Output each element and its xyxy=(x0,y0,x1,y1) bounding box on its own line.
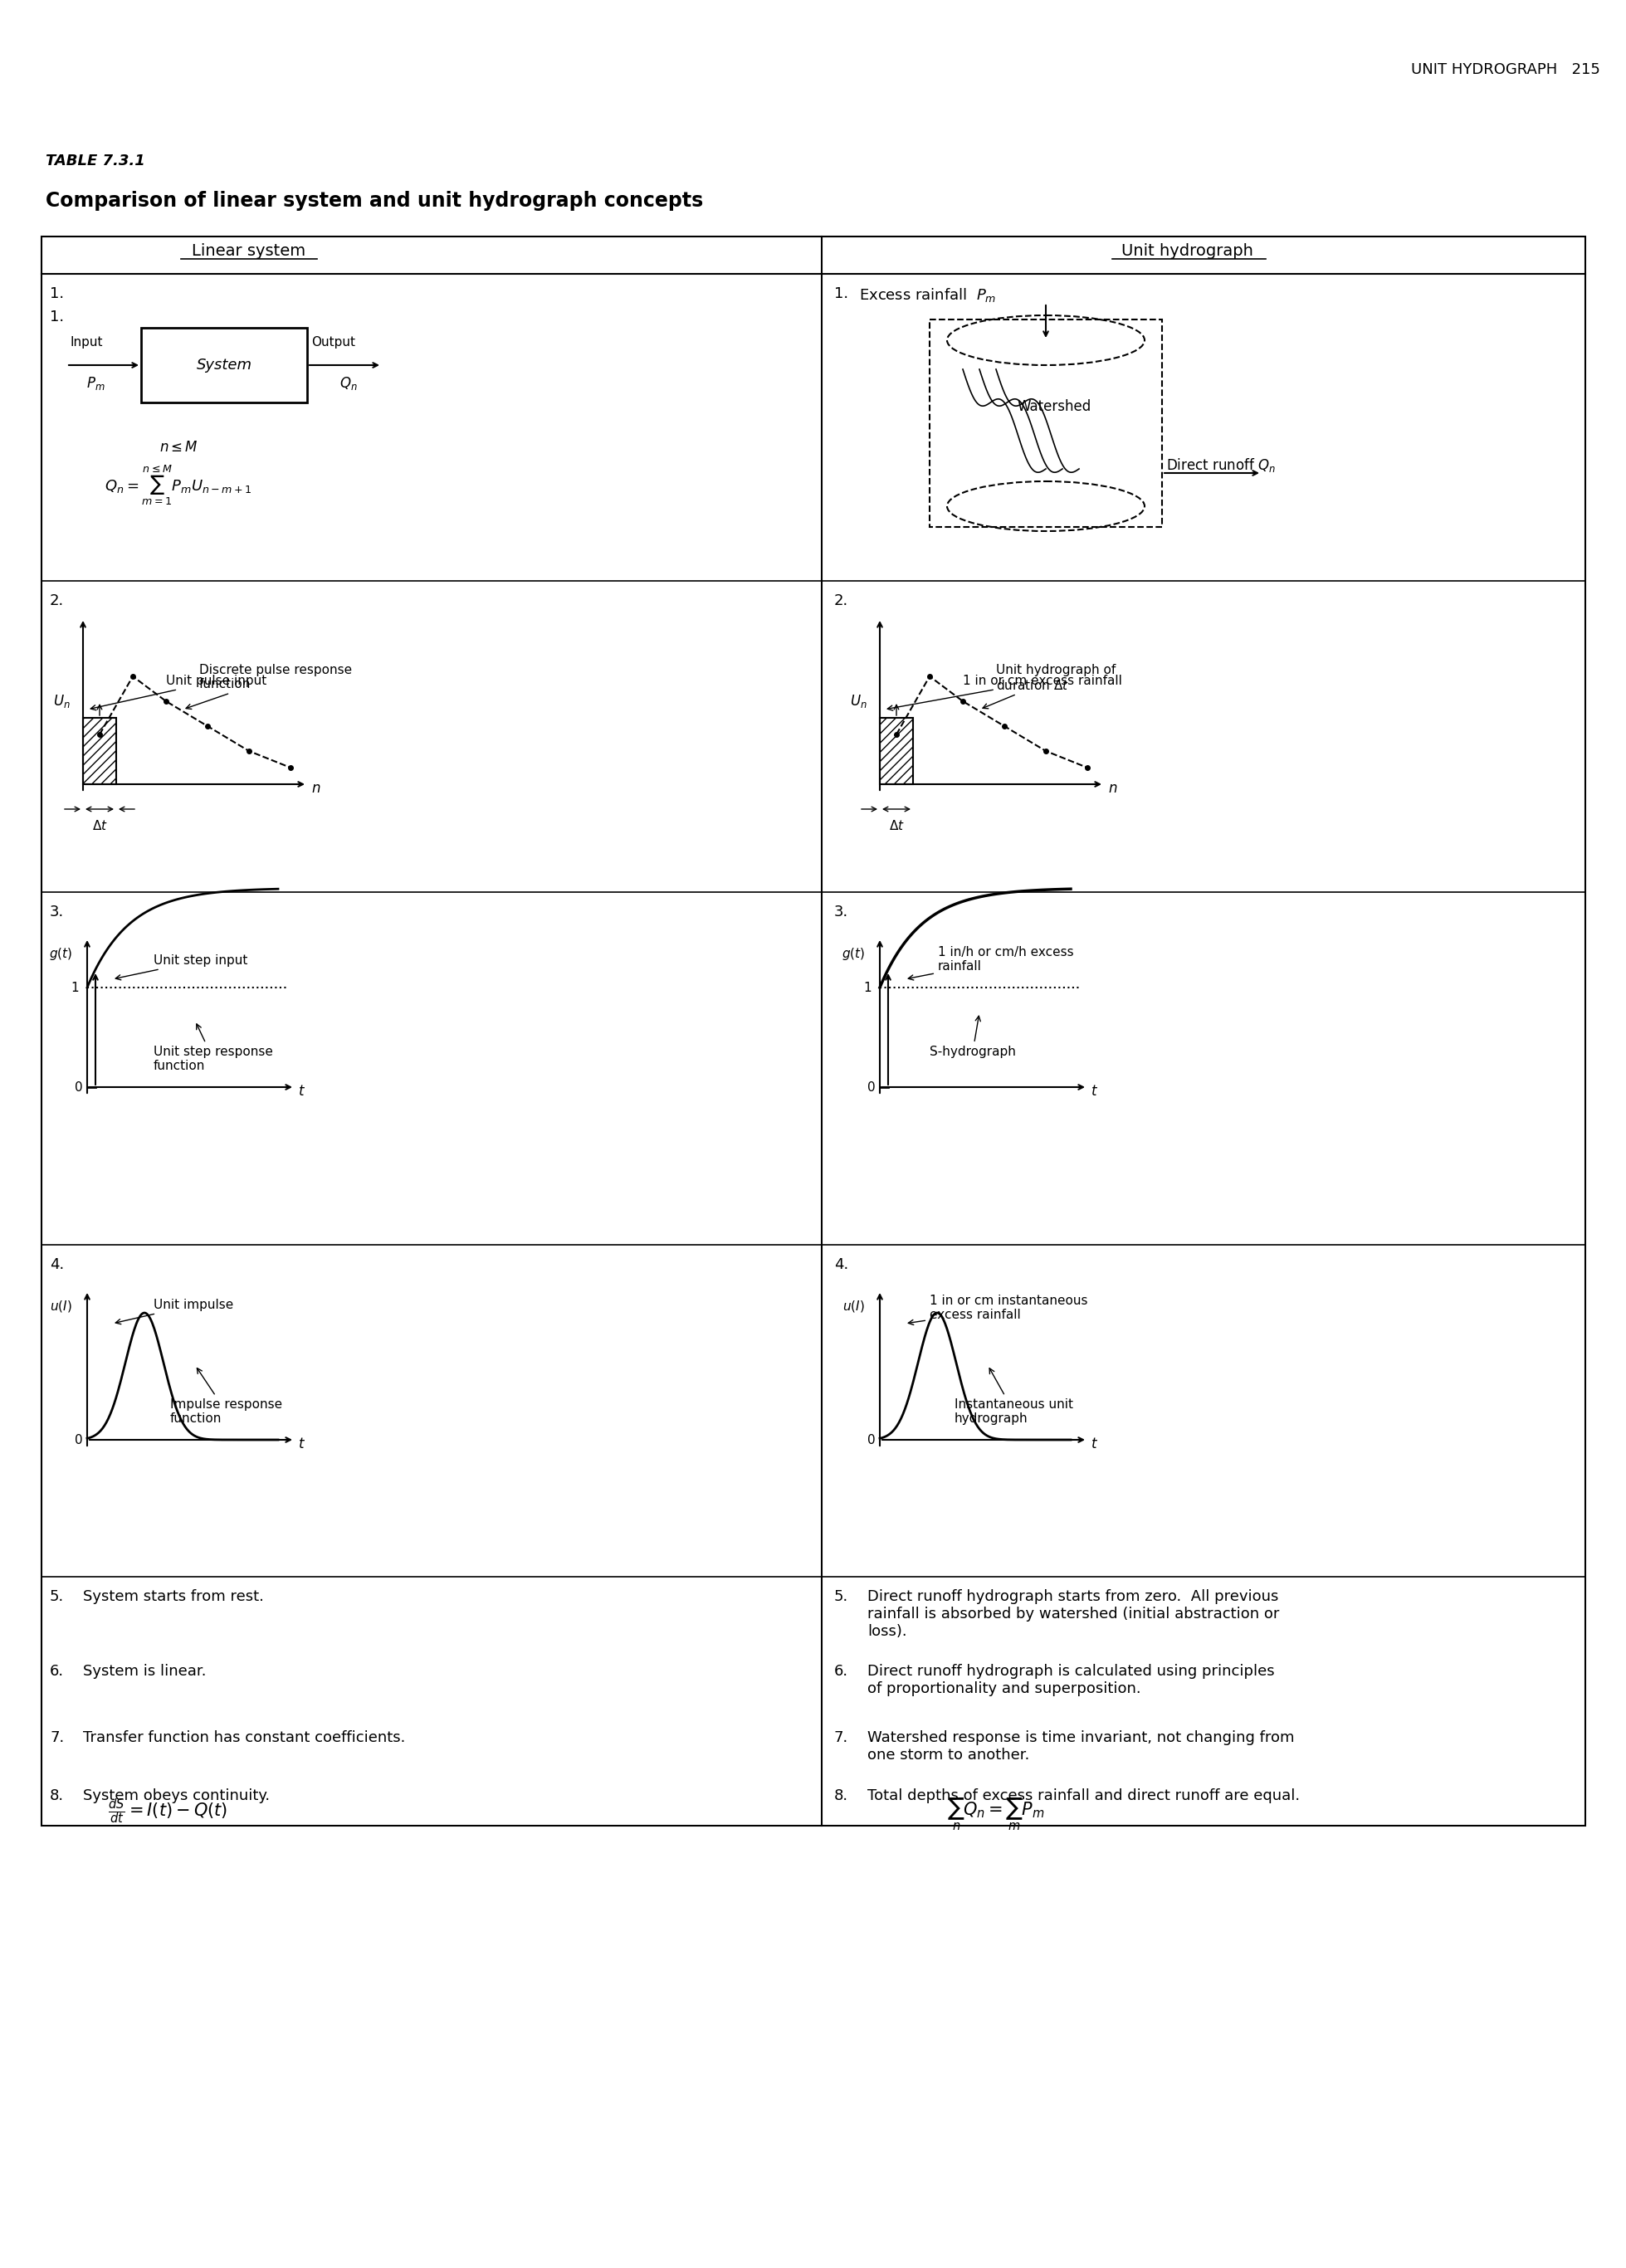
Text: 0: 0 xyxy=(75,1433,83,1447)
Text: Instantaneous unit
hydrograph: Instantaneous unit hydrograph xyxy=(954,1368,1073,1424)
Text: 0: 0 xyxy=(75,1082,83,1093)
Text: t: t xyxy=(1091,1084,1098,1098)
Text: 5.: 5. xyxy=(50,1590,63,1603)
Text: $g(t)$: $g(t)$ xyxy=(842,946,865,962)
Text: 6.: 6. xyxy=(50,1665,63,1678)
Text: Unit pulse input: Unit pulse input xyxy=(91,674,267,710)
Text: $u(I)$: $u(I)$ xyxy=(842,1300,865,1313)
Text: $U_n$: $U_n$ xyxy=(54,694,70,710)
Text: 1 in/h or cm/h excess
rainfall: 1 in/h or cm/h excess rainfall xyxy=(909,946,1073,980)
Text: Total depths of excess rainfall and direct runoff are equal.: Total depths of excess rainfall and dire… xyxy=(867,1789,1299,1803)
Bar xyxy=(83,719,115,785)
Text: 6.: 6. xyxy=(834,1665,849,1678)
Text: 0: 0 xyxy=(868,1082,876,1093)
Text: $u(I)$: $u(I)$ xyxy=(50,1300,72,1313)
Text: 0: 0 xyxy=(868,1433,876,1447)
Text: Linear system: Linear system xyxy=(192,243,306,259)
Text: $g(t)$: $g(t)$ xyxy=(49,946,72,962)
Text: System is linear.: System is linear. xyxy=(83,1665,207,1678)
Text: 8.: 8. xyxy=(834,1789,849,1803)
Text: Excess rainfall  $P_m$: Excess rainfall $P_m$ xyxy=(859,286,997,304)
Text: Watershed: Watershed xyxy=(1018,399,1091,415)
Text: 5.: 5. xyxy=(834,1590,849,1603)
Text: $n \leq M$: $n \leq M$ xyxy=(159,440,198,456)
Text: System starts from rest.: System starts from rest. xyxy=(83,1590,263,1603)
Text: 7.: 7. xyxy=(834,1730,849,1744)
Text: Comparison of linear system and unit hydrograph concepts: Comparison of linear system and unit hyd… xyxy=(46,191,702,211)
Text: Direct runoff hydrograph starts from zero.  All previous
rainfall is absorbed by: Direct runoff hydrograph starts from zer… xyxy=(867,1590,1280,1640)
Text: 3.: 3. xyxy=(50,905,63,919)
Text: t: t xyxy=(1091,1436,1098,1452)
Bar xyxy=(141,329,307,401)
Text: $U_n$: $U_n$ xyxy=(850,694,867,710)
Text: Output: Output xyxy=(311,336,354,349)
Text: $P_m$: $P_m$ xyxy=(86,374,104,392)
Text: n: n xyxy=(1107,780,1117,796)
Text: 4.: 4. xyxy=(50,1256,63,1272)
Text: $\sum_n Q_n = \sum_m P_m$: $\sum_n Q_n = \sum_m P_m$ xyxy=(948,1796,1046,1833)
Text: 2.: 2. xyxy=(834,594,849,608)
Text: $\Delta t$: $\Delta t$ xyxy=(888,819,904,832)
Text: $\frac{dS}{dt} = I(t) - Q(t)$: $\frac{dS}{dt} = I(t) - Q(t)$ xyxy=(107,1796,228,1826)
Text: Unit hydrograph: Unit hydrograph xyxy=(1120,243,1254,259)
Text: $Q_n$: $Q_n$ xyxy=(340,374,358,392)
Text: System obeys continuity.: System obeys continuity. xyxy=(83,1789,270,1803)
Text: 2.: 2. xyxy=(50,594,63,608)
Text: 1: 1 xyxy=(863,982,872,993)
Text: System: System xyxy=(197,358,252,372)
Text: Impulse response
function: Impulse response function xyxy=(171,1368,283,1424)
Text: 3.: 3. xyxy=(834,905,849,919)
Text: 8.: 8. xyxy=(50,1789,63,1803)
Text: 1.: 1. xyxy=(50,286,63,302)
Text: Discrete pulse response
function: Discrete pulse response function xyxy=(185,665,353,710)
Text: n: n xyxy=(311,780,320,796)
Text: Input: Input xyxy=(70,336,104,349)
Text: $Q_n = \sum_{m=1}^{n \leq M} P_m U_{n-m+1}$: $Q_n = \sum_{m=1}^{n \leq M} P_m U_{n-m+… xyxy=(104,463,252,508)
Text: t: t xyxy=(299,1084,304,1098)
Text: 1: 1 xyxy=(72,982,78,993)
Text: Unit hydrograph of
duration $\Delta t$: Unit hydrograph of duration $\Delta t$ xyxy=(982,665,1115,708)
Text: t: t xyxy=(299,1436,304,1452)
Text: S-hydrograph: S-hydrograph xyxy=(930,1016,1016,1059)
Text: 4.: 4. xyxy=(834,1256,849,1272)
Text: 1 in or cm excess rainfall: 1 in or cm excess rainfall xyxy=(888,674,1122,710)
Bar xyxy=(880,719,914,785)
Text: 1 in or cm instantaneous
excess rainfall: 1 in or cm instantaneous excess rainfall xyxy=(909,1295,1088,1325)
Text: Transfer function has constant coefficients.: Transfer function has constant coefficie… xyxy=(83,1730,405,1744)
Bar xyxy=(930,320,1163,526)
Text: TABLE 7.3.1: TABLE 7.3.1 xyxy=(46,154,145,168)
Text: Unit step input: Unit step input xyxy=(115,955,247,980)
Text: $\Delta t$: $\Delta t$ xyxy=(91,819,107,832)
Text: Watershed response is time invariant, not changing from
one storm to another.: Watershed response is time invariant, no… xyxy=(867,1730,1294,1762)
Text: 7.: 7. xyxy=(50,1730,63,1744)
Text: UNIT HYDROGRAPH   215: UNIT HYDROGRAPH 215 xyxy=(1411,61,1600,77)
Text: Direct runoff hydrograph is calculated using principles
of proportionality and s: Direct runoff hydrograph is calculated u… xyxy=(867,1665,1275,1696)
Bar xyxy=(42,236,1585,1826)
Text: Direct runoff $Q_n$: Direct runoff $Q_n$ xyxy=(1166,456,1276,474)
Text: Unit impulse: Unit impulse xyxy=(115,1300,234,1325)
Text: 1.: 1. xyxy=(50,308,63,324)
Text: Unit step response
function: Unit step response function xyxy=(153,1023,273,1073)
Text: 1.: 1. xyxy=(834,286,849,302)
